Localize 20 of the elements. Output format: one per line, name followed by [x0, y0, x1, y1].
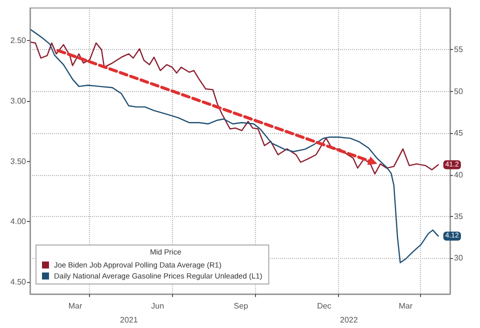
x-tick-label: Sep	[234, 302, 249, 310]
x-tick-label: Mar	[68, 302, 82, 310]
y2-tick-label: 45	[454, 128, 464, 138]
y2-tick-label: 35	[454, 212, 464, 221]
line-series	[30, 42, 439, 175]
y-tick-label: 2.50	[10, 36, 27, 46]
y-tick-label: 3.50	[10, 156, 27, 166]
y-tick-label: 4.50	[10, 277, 27, 286]
y2-tick-label: 50	[454, 86, 464, 96]
y2-tick-label: 55	[454, 45, 464, 54]
x-tick-label: Mar	[398, 302, 413, 310]
text: 2022	[340, 316, 358, 324]
y-tick-label: 3.00	[10, 96, 27, 106]
y-tick-label: 4.00	[10, 217, 27, 226]
y2-tick-label: 40	[454, 170, 464, 180]
line-series	[30, 29, 439, 264]
x-tick-label: Dec	[317, 302, 332, 310]
x-tick-label: Jun	[151, 302, 164, 310]
text: 2021	[120, 316, 138, 324]
y2-tick-label: 30	[454, 254, 464, 263]
